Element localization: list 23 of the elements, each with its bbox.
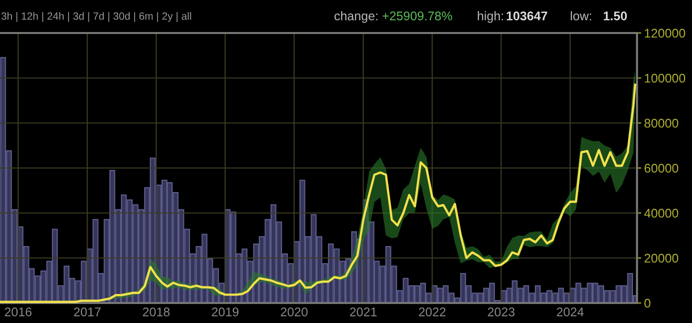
x-tick-label: 2018 bbox=[142, 307, 170, 316]
text: 1.50 bbox=[604, 12, 627, 20]
text: 3h | 12h | 24h | 3d | 7d | 30d | 6m | 2y | all bbox=[1, 12, 192, 22]
x-tick-label: 2022 bbox=[418, 307, 446, 316]
x-tick-label: 2016 bbox=[4, 307, 32, 316]
text: change: bbox=[334, 11, 378, 23]
text: high: bbox=[478, 11, 503, 23]
text: 103647 bbox=[506, 12, 548, 20]
text: low: bbox=[570, 11, 592, 20]
y-tick-label: 0 bbox=[644, 298, 650, 308]
y-tick-label: 60000 bbox=[644, 164, 678, 173]
x-tick-label: 2020 bbox=[280, 307, 308, 316]
x-tick-label: 2024 bbox=[556, 307, 584, 316]
x-tick-label: 2019 bbox=[212, 307, 238, 316]
y-tick-label: 120000 bbox=[644, 28, 686, 38]
y-tick-label: 100000 bbox=[644, 74, 686, 83]
x-tick-label: 2021 bbox=[350, 307, 377, 316]
y-tick-label: 20000 bbox=[644, 254, 678, 263]
text: +25909.78% bbox=[382, 12, 452, 20]
x-tick-label: 2017 bbox=[74, 307, 101, 316]
x-tick-label: 2023 bbox=[488, 307, 515, 316]
y-tick-label: 80000 bbox=[644, 118, 678, 128]
y-tick-label: 40000 bbox=[644, 208, 678, 218]
